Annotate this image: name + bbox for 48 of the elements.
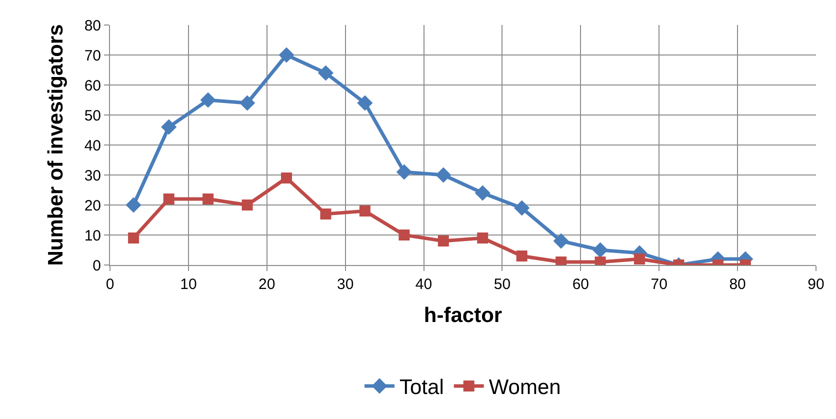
point [357,95,373,111]
legend-label: Total [400,376,444,400]
point [438,236,449,246]
point [474,185,490,201]
x-tick-label: 60 [572,276,590,293]
point [318,65,334,81]
point [239,95,256,111]
x-tick-label: 0 [106,276,114,293]
x-tick-label: 90 [808,276,824,293]
point [200,92,216,108]
x-tick-label: 20 [258,276,276,293]
point [242,200,253,210]
point [477,232,488,244]
y-tick-label: 50 [84,107,101,124]
point [163,194,174,204]
y-tick-label: 70 [84,47,101,64]
point [516,250,528,262]
point [553,233,569,249]
x-tick-label: 10 [180,276,197,293]
y-tick-label: 10 [84,227,101,244]
point [281,172,292,184]
point [128,232,140,244]
y-tick-label: 20 [84,197,101,214]
point [320,208,332,220]
point [161,119,177,135]
x-axis-title: h-factor [424,304,502,328]
point [514,200,530,216]
x-tick-label: 30 [336,276,354,293]
point [634,254,645,264]
point [202,194,214,204]
y-tick-label: 40 [84,137,101,154]
y-axis-title: Number of investigators [44,24,68,266]
x-tick-label: 70 [650,276,668,293]
point [396,164,412,180]
legend-label: Women [488,376,561,400]
point [278,47,294,63]
x-tick-label: 50 [494,276,511,293]
point [126,197,142,213]
point [398,230,410,240]
x-tick-label: 80 [729,276,746,293]
y-tick-label: 30 [84,167,101,184]
x-tick-label: 40 [415,276,432,293]
point [359,206,370,216]
point [592,242,608,258]
y-tick-label: 0 [92,257,101,274]
y-tick-label: 60 [84,77,101,94]
point [436,167,452,183]
y-tick-label: 80 [84,17,101,34]
